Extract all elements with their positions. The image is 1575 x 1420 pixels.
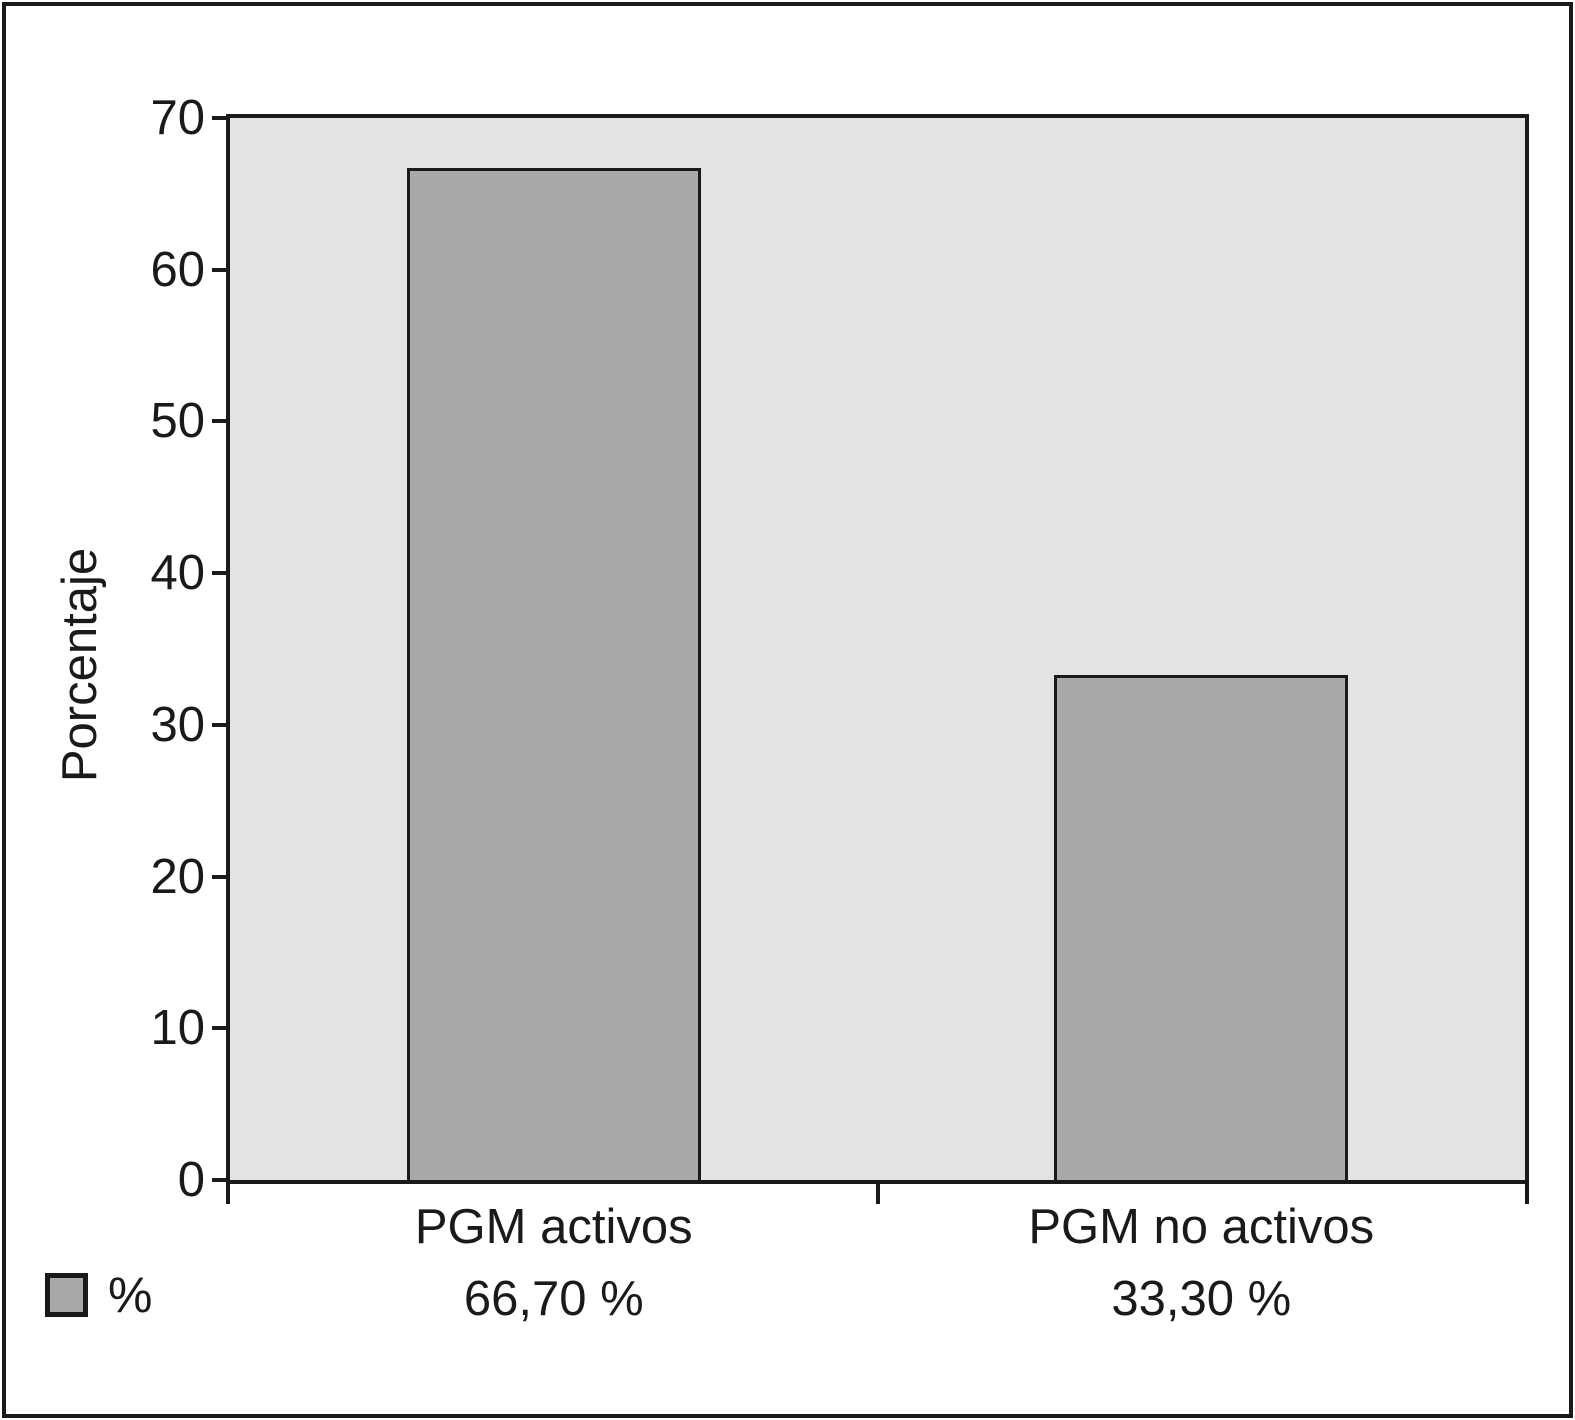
- category-label: PGM activos: [414, 1200, 693, 1254]
- y-axis-tick-label: 60: [150, 242, 205, 297]
- plot-area: [226, 114, 1529, 1204]
- y-axis-tick-label: 40: [150, 546, 205, 601]
- y-axis-tick-mark: [212, 1026, 230, 1031]
- y-axis-tick-label: 30: [150, 697, 205, 752]
- y-axis-tick-mark: [212, 419, 230, 424]
- y-axis-tick-mark: [212, 267, 230, 272]
- x-axis-tick-mark: [226, 1184, 230, 1204]
- x-axis-tick-mark: [875, 1184, 880, 1204]
- legend: %: [45, 1270, 152, 1320]
- legend-label: %: [108, 1267, 153, 1323]
- y-axis-tick-label: 10: [150, 1001, 205, 1056]
- legend-swatch: [45, 1273, 88, 1317]
- y-axis-tick-label: 20: [150, 849, 205, 904]
- category-label: PGM no activos: [1028, 1200, 1375, 1254]
- bar: [1054, 675, 1349, 1180]
- x-axis-tick-mark: [1525, 1184, 1529, 1204]
- y-axis-tick-mark: [212, 1178, 230, 1182]
- y-axis-tick-mark: [212, 874, 230, 879]
- value-label: 33,30 %: [1111, 1272, 1292, 1326]
- y-axis-tick-mark: [212, 116, 230, 120]
- y-axis-tick-label: 50: [150, 394, 205, 449]
- y-axis-tick-mark: [212, 571, 230, 576]
- y-axis-tick-mark: [212, 722, 230, 727]
- y-axis-tick-label: 0: [177, 1153, 205, 1207]
- bar: [406, 168, 701, 1180]
- value-label: 66,70 %: [463, 1272, 644, 1326]
- y-axis-tick-label: 70: [150, 91, 205, 145]
